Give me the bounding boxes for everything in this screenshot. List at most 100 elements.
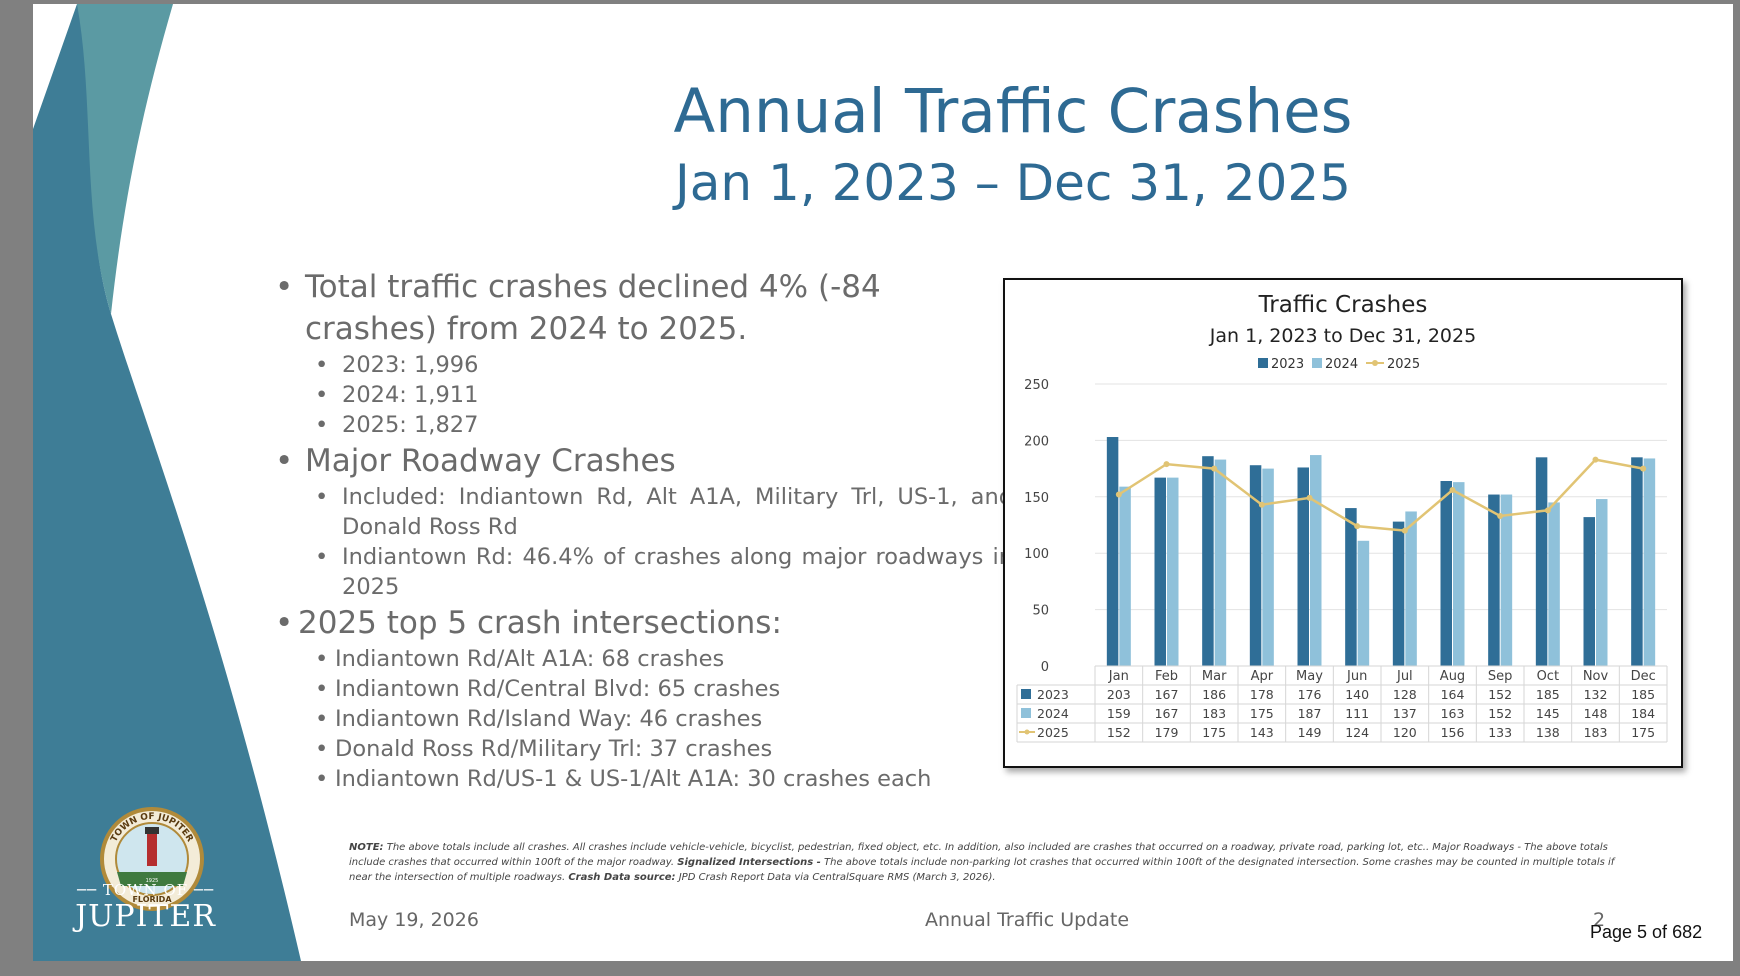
page-title: Annual Traffic Crashes [673, 76, 1353, 147]
bullet-top5-5: Indiantown Rd/US-1 & US-1/Alt A1A: 30 cr… [273, 764, 1013, 794]
bullet-total-2024: 2024: 1,911 [273, 380, 1013, 410]
town-seal-icon: TOWN OF JUPITER FLORIDA 1925 [87, 794, 217, 924]
bar-2023-Apr [1249, 465, 1262, 666]
point-2025-Feb [1163, 461, 1170, 468]
bar-2024-Apr [1262, 468, 1274, 666]
y-tick-label: 250 [1024, 378, 1049, 393]
table-cell: 186 [1202, 687, 1226, 702]
table-cell: 179 [1155, 725, 1179, 740]
bullet-top5-3: Indiantown Rd/Island Way: 46 crashes [273, 704, 1013, 734]
y-tick-label: 50 [1032, 604, 1049, 619]
point-2025-May [1306, 494, 1313, 501]
footnote: NOTE: The above totals include all crash… [349, 842, 1615, 883]
bar-2024-Mar [1214, 459, 1227, 666]
page-indicator: Page 5 of 682 [1590, 922, 1703, 942]
table-series-label: 2023 [1037, 687, 1069, 702]
table-cell: 185 [1536, 687, 1560, 702]
bar-2023-Oct [1535, 457, 1548, 666]
table-cell: 183 [1202, 706, 1226, 721]
logo-jupiter: JUPITER [75, 899, 216, 934]
point-2025-Aug [1449, 487, 1456, 494]
bar-2024-Sep [1500, 494, 1513, 666]
table-cell: 164 [1441, 687, 1465, 702]
table-cell: 167 [1155, 687, 1179, 702]
page-subtitle: Jan 1, 2023 – Dec 31, 2025 [675, 154, 1351, 212]
table-cell: 138 [1536, 725, 1560, 740]
x-tick-label: Feb [1155, 669, 1178, 684]
x-tick-label: Jan [1108, 669, 1129, 684]
point-2025-Jul [1401, 527, 1408, 534]
table-cell: 178 [1250, 687, 1274, 702]
bullet-total-2025: 2025: 1,827 [273, 410, 1013, 440]
point-2025-Jun [1354, 523, 1361, 530]
legend-label-2023: 2023 [1271, 357, 1304, 372]
table-cell: 175 [1250, 706, 1274, 721]
table-cell: 176 [1298, 687, 1322, 702]
table-series-label: 2025 [1037, 725, 1069, 740]
point-2025-Dec [1640, 465, 1647, 472]
table-cell: 148 [1584, 706, 1608, 721]
bar-2024-Oct [1548, 502, 1560, 666]
x-tick-label: Oct [1537, 669, 1559, 684]
bullet-top5-4: Donald Ross Rd/Military Trl: 37 crashes [273, 734, 1013, 764]
table-key-2023 [1021, 689, 1031, 699]
seal-center-text: 1925 [146, 878, 159, 884]
footer-title: Annual Traffic Update [924, 909, 1130, 931]
table-cell: 203 [1107, 687, 1131, 702]
bullet-major-included: Included: Indiantown Rd, Alt A1A, Milita… [273, 482, 1013, 542]
bullet-top5-1: Indiantown Rd/Alt A1A: 68 crashes [273, 644, 1013, 674]
table-cell: 175 [1202, 725, 1226, 740]
table-cell: 152 [1488, 687, 1512, 702]
table-cell: 185 [1631, 687, 1655, 702]
legend-label-2024: 2024 [1325, 357, 1358, 372]
x-tick-label: Sep [1488, 669, 1513, 684]
bar-2023-Jun [1345, 508, 1357, 666]
slide-number: 2 [1593, 909, 1606, 931]
bar-2023-May [1297, 467, 1309, 666]
bar-2023-Aug [1440, 481, 1452, 666]
bullet-total-2023: 2023: 1,996 [273, 350, 1013, 380]
table-cell: 124 [1345, 725, 1369, 740]
table-cell: 184 [1631, 706, 1655, 721]
table-cell: 159 [1107, 706, 1131, 721]
footer-date: May 19, 2026 [349, 909, 479, 931]
bar-2024-Jan [1119, 486, 1131, 666]
bar-2024-Jul [1405, 511, 1417, 666]
bar-2024-Dec [1643, 458, 1656, 666]
table-cell: 163 [1441, 706, 1465, 721]
point-2025-Nov [1592, 456, 1599, 463]
x-tick-label: Mar [1202, 669, 1227, 684]
x-tick-label: Nov [1583, 669, 1609, 684]
table-cell: 187 [1298, 706, 1322, 721]
bar-2024-Jun [1357, 540, 1370, 666]
legend-marker-2025 [1372, 360, 1378, 366]
bar-2024-Aug [1453, 482, 1465, 666]
x-tick-label: Apr [1251, 669, 1274, 684]
line-2025 [1118, 458, 1644, 532]
table-key-marker-2025 [1024, 729, 1030, 735]
table-cell: 175 [1631, 725, 1655, 740]
legend-swatch-2024 [1312, 358, 1322, 368]
bullet-list: Total traffic crashes declined 4% (-84 c… [273, 266, 1013, 794]
point-2025-Apr [1258, 501, 1265, 508]
table-cell: 149 [1298, 725, 1322, 740]
chart-container: Traffic Crashes Jan 1, 2023 to Dec 31, 20… [1003, 278, 1683, 768]
table-key-2024 [1021, 708, 1031, 718]
bar-2023-Mar [1202, 456, 1214, 666]
bar-2024-May [1310, 455, 1322, 666]
table-cell: 120 [1393, 725, 1417, 740]
table-cell: 132 [1584, 687, 1608, 702]
y-tick-label: 200 [1024, 434, 1049, 449]
bullet-major: Major Roadway Crashes [273, 440, 1013, 482]
bar-2024-Feb [1167, 477, 1179, 666]
bar-2023-Dec [1631, 457, 1643, 666]
point-2025-Sep [1497, 512, 1504, 519]
sidebar-decoration [33, 4, 301, 961]
table-cell: 183 [1584, 725, 1608, 740]
bar-2023-Nov [1583, 517, 1595, 666]
x-tick-label: Dec [1631, 669, 1656, 684]
table-cell: 167 [1155, 706, 1179, 721]
y-tick-label: 150 [1024, 491, 1049, 506]
point-2025-Oct [1544, 507, 1551, 514]
legend-swatch-2023 [1258, 358, 1268, 368]
